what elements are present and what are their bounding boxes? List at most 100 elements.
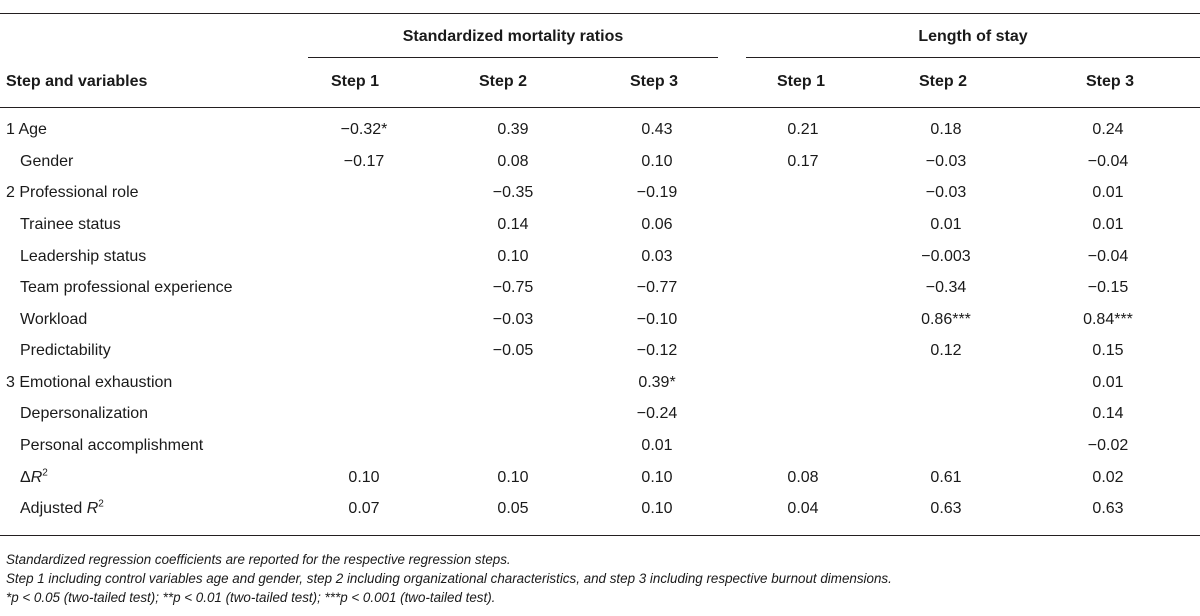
table-notes: Standardized regression coefficients are…: [6, 550, 892, 607]
table-row: Personal accomplishment 0.01 −0.02: [0, 437, 1200, 468]
cell-value: −0.15: [1087, 279, 1129, 296]
cell-value: 0.15: [1092, 342, 1124, 359]
note-line: Step 1 including control variables age a…: [6, 571, 892, 586]
row-label-superscript: 2: [98, 498, 104, 510]
table-row: Predictability −0.05 −0.12 0.12 0.15: [0, 342, 1200, 373]
smr-step2-header: Step 2: [479, 73, 528, 90]
bottom-rule: [0, 535, 1200, 536]
cell-value: 0.01: [1092, 184, 1124, 201]
row-label: Personal accomplishment: [20, 437, 204, 454]
cell-value: −0.12: [636, 342, 678, 359]
cell-value: −0.24: [636, 405, 678, 422]
cell-value: −0.04: [1087, 153, 1129, 170]
cell-value: 0.63: [930, 500, 962, 517]
group-title-los: Length of stay: [918, 28, 1028, 45]
table-row: 1 Age −0.32* 0.39 0.43 0.21 0.18 0.24: [0, 121, 1200, 152]
smr-step3-header: Step 3: [630, 73, 679, 90]
cell-value: 0.10: [348, 469, 380, 486]
header-rule: [0, 107, 1200, 108]
table-row: Depersonalization −0.24 0.14: [0, 405, 1200, 436]
los-step1-header: Step 1: [777, 73, 826, 90]
table-row: Team professional experience −0.75 −0.77 −0…: [0, 279, 1200, 310]
cell-value: 0.08: [787, 469, 819, 486]
los-step3-header: Step 3: [1086, 73, 1135, 90]
cell-value: 0.10: [497, 248, 529, 265]
cell-value: −0.34: [925, 279, 967, 296]
row-label: Depersonalization: [20, 405, 149, 422]
cell-value: 0.10: [641, 469, 673, 486]
cell-value: −0.03: [492, 311, 534, 328]
table-row: Workload −0.03 −0.10 0.86*** 0.84***: [0, 311, 1200, 342]
table-row: Leadership status 0.10 0.03 −0.003 −0.04: [0, 248, 1200, 279]
row-label: 1 Age: [6, 121, 47, 138]
cell-value: 0.14: [497, 216, 529, 233]
row-label-variable: R: [86, 500, 99, 517]
cell-value: 0.07: [348, 500, 380, 517]
cell-value: 0.21: [787, 121, 819, 138]
row-label: Team professional experience: [20, 279, 233, 296]
cell-value: 0.03: [641, 248, 673, 265]
cell-value: 0.63: [1092, 500, 1124, 517]
cell-value: −0.04: [1087, 248, 1129, 265]
row-label-prefix: Δ: [20, 469, 31, 486]
table-row: Gender −0.17 0.08 0.10 0.17 −0.03 −0.04: [0, 153, 1200, 184]
cell-value: 0.06: [641, 216, 673, 233]
table-row: 3 Emotional exhaustion 0.39* 0.01: [0, 374, 1200, 405]
row-label-superscript: 2: [42, 467, 48, 479]
cell-value: 0.01: [1092, 374, 1124, 391]
cell-value: 0.10: [641, 500, 673, 517]
row-label: Gender: [20, 153, 74, 170]
cell-value: 0.86***: [921, 311, 971, 328]
cell-value: 0.01: [641, 437, 673, 454]
table-row: Trainee status 0.14 0.06 0.01 0.01: [0, 216, 1200, 247]
cell-value: 0.12: [930, 342, 962, 359]
cell-value: 0.18: [930, 121, 962, 138]
cell-value: 0.39*: [638, 374, 676, 391]
cell-value: −0.75: [492, 279, 534, 296]
row-label-variable: R: [30, 469, 43, 486]
group-rule-los: [746, 57, 1200, 58]
smr-step1-header: Step 1: [331, 73, 380, 90]
cell-value: 0.17: [787, 153, 819, 170]
los-step2-header: Step 2: [919, 73, 968, 90]
cell-value: 0.39: [497, 121, 529, 138]
cell-value: −0.003: [921, 248, 971, 265]
cell-value: 0.05: [497, 500, 529, 517]
group-rule-smr: [308, 57, 718, 58]
cell-value: 0.61: [930, 469, 962, 486]
cell-value: 0.24: [1092, 121, 1124, 138]
row-label: Leadership status: [20, 248, 147, 265]
cell-value: 0.02: [1092, 469, 1124, 486]
note-line: Standardized regression coefficients are…: [6, 552, 511, 567]
cell-value: −0.35: [492, 184, 534, 201]
cell-value: −0.17: [343, 153, 385, 170]
cell-value: −0.05: [492, 342, 534, 359]
row-label: 2 Professional role: [6, 184, 139, 201]
cell-value: −0.19: [636, 184, 678, 201]
group-title-smr: Standardized mortality ratios: [402, 28, 624, 45]
cell-value: −0.10: [636, 311, 678, 328]
cell-value: 0.10: [641, 153, 673, 170]
cell-value: 0.08: [497, 153, 529, 170]
cell-value: −0.03: [925, 184, 967, 201]
cell-value: 0.84***: [1083, 311, 1133, 328]
row-label: Predictability: [20, 342, 111, 359]
row-label: Trainee status: [20, 216, 121, 233]
row-label: Adjusted R2: [20, 498, 104, 518]
note-line: *p < 0.05 (two-tailed test); **p < 0.01 …: [6, 590, 496, 605]
cell-value: 0.01: [1092, 216, 1124, 233]
top-rule: [0, 13, 1200, 14]
table-row: Adjusted R2 0.07 0.05 0.10 0.04 0.63 0.63: [0, 498, 1200, 531]
cell-value: 0.43: [641, 121, 673, 138]
cell-value: −0.03: [925, 153, 967, 170]
row-label-prefix: Adjusted: [20, 500, 87, 517]
row-label: Workload: [20, 311, 88, 328]
cell-value: 0.10: [497, 469, 529, 486]
cell-value: 0.04: [787, 500, 819, 517]
row-label: ΔR2: [20, 467, 48, 487]
table-row: ΔR2 0.10 0.10 0.10 0.08 0.61 0.02: [0, 467, 1200, 500]
cell-value: −0.32*: [340, 121, 388, 138]
cell-value: −0.77: [636, 279, 678, 296]
table-row: 2 Professional role −0.35 −0.19 −0.03 0.01: [0, 184, 1200, 215]
